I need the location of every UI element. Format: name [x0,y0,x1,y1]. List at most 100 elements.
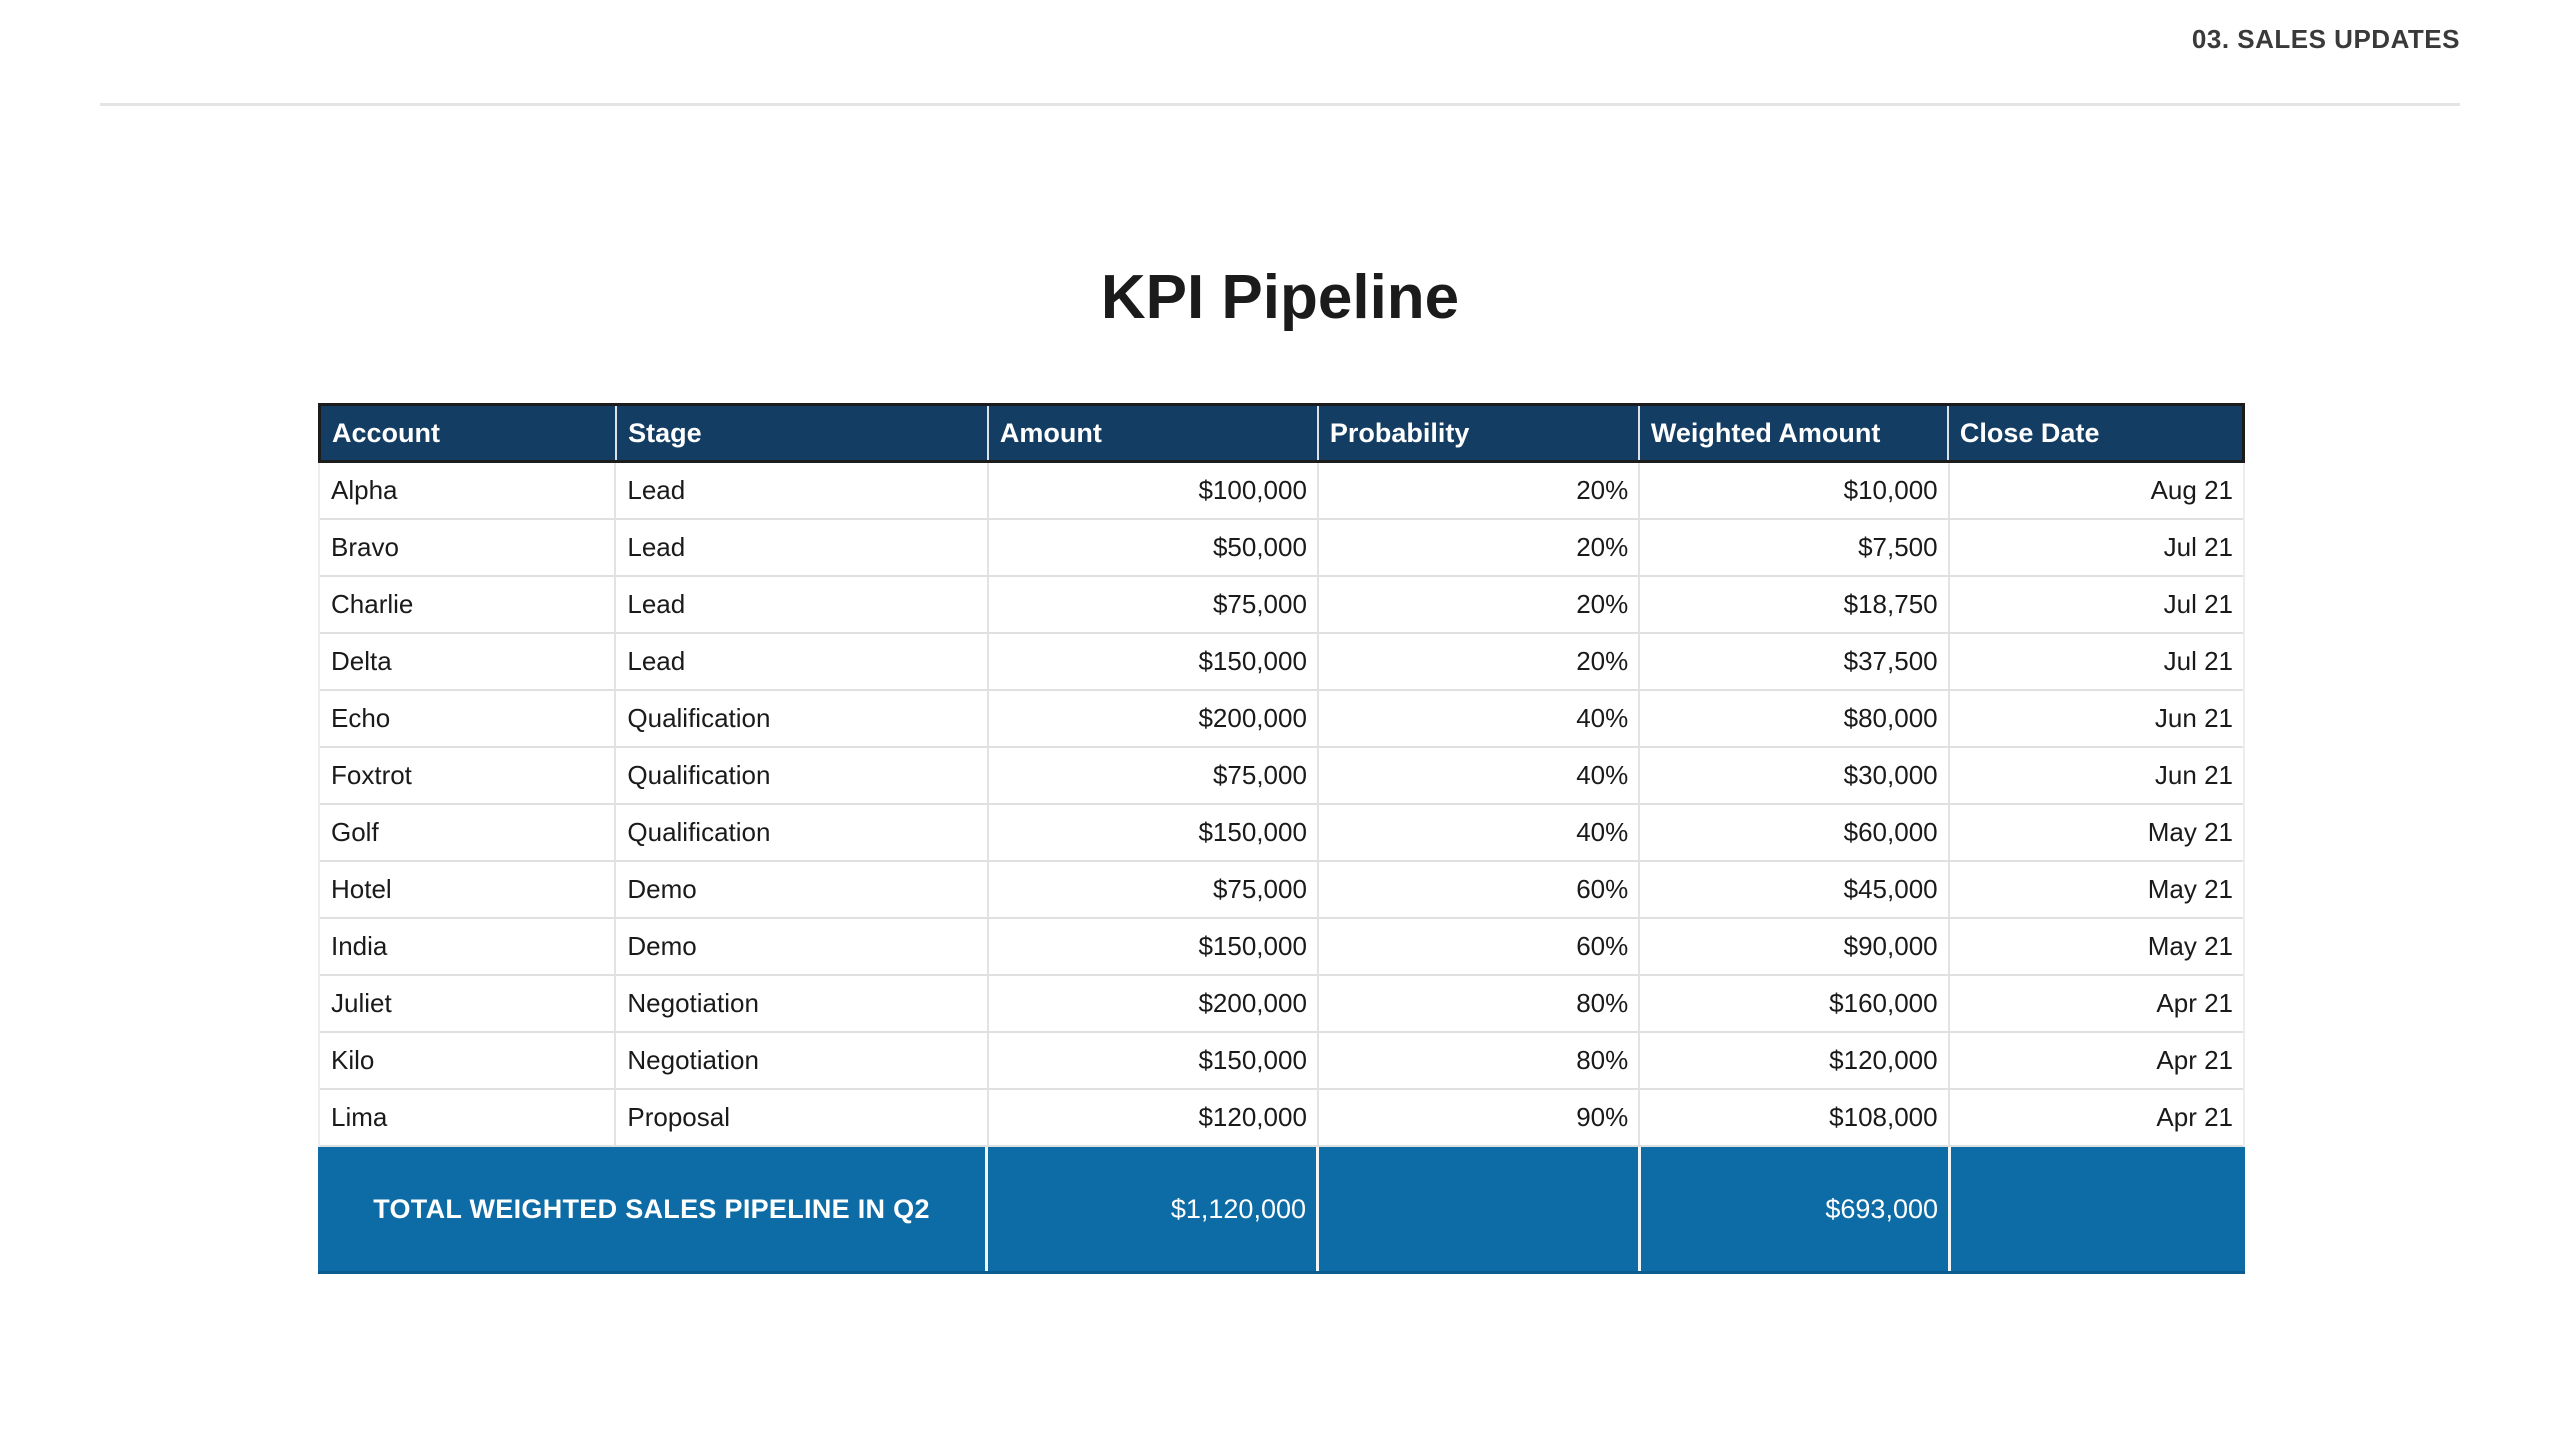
table-row: Golf Qualification $150,000 40% $60,000 … [320,805,2243,862]
cell-amount: $100,000 [989,463,1319,518]
cell-stage: Qualification [616,748,989,803]
table-row: Delta Lead $150,000 20% $37,500 Jul 21 [320,634,2243,691]
cell-close-date: Jun 21 [2154,703,2233,733]
cell-close-date: May 21 [2147,874,2233,904]
cell-amount: $200,000 [989,691,1319,746]
cell-stage: Negotiation [616,1033,989,1088]
cell-weighted-amount: $18,750 [1640,577,1950,632]
cell-close-date: Jul 21 [2163,532,2233,562]
table-body: Alpha Lead $100,000 20% $10,000 Aug 21 B… [318,463,2245,1147]
table-row: Lima Proposal $120,000 90% $108,000 Apr … [320,1090,2243,1147]
cell-probability: 20% [1319,520,1641,575]
cell-probability: 80% [1319,1033,1641,1088]
cell-amount: $150,000 [989,919,1319,974]
cell-account: Juliet [320,976,617,1031]
page-title: KPI Pipeline [1100,263,1460,332]
column-header-amount: Amount [989,406,1319,460]
cell-probability: 80% [1319,976,1641,1031]
column-header-close-date: Close Date [1959,417,2100,448]
column-header-stage: Stage [617,406,989,460]
cell-stage: Lead [616,463,989,518]
cell-weighted-amount: $90,000 [1640,919,1950,974]
cell-weighted-amount: $80,000 [1640,691,1950,746]
cell-weighted-amount: $37,500 [1640,634,1950,689]
cell-probability: 40% [1319,748,1641,803]
cell-stage: Lead [616,577,989,632]
cell-account: Charlie [320,577,617,632]
cell-close-date: May 21 [2147,931,2233,961]
cell-weighted-amount: $30,000 [1640,748,1950,803]
total-label: TOTAL WEIGHTED SALES PIPELINE IN Q2 [318,1147,988,1271]
cell-stage: Negotiation [616,976,989,1031]
cell-stage: Demo [616,919,989,974]
cell-probability: 20% [1319,634,1641,689]
cell-close-date: May 21 [2147,817,2233,847]
cell-amount: $75,000 [989,577,1319,632]
cell-amount: $75,000 [989,862,1319,917]
total-probability [1319,1147,1641,1271]
cell-stage: Proposal [616,1090,989,1145]
cell-close-date: Aug 21 [2150,475,2233,505]
table-header-row: Account Stage Amount Probability Weighte… [318,403,2245,463]
cell-close-date: Apr 21 [2156,1045,2233,1075]
cell-close-date: Jul 21 [2163,589,2233,619]
cell-probability: 60% [1319,919,1641,974]
table-row: Echo Qualification $200,000 40% $80,000 … [320,691,2243,748]
column-header-account: Account [321,406,618,460]
cell-account: Echo [320,691,617,746]
cell-stage: Qualification [616,805,989,860]
cell-probability: 40% [1319,805,1641,860]
table-row: Hotel Demo $75,000 60% $45,000 May 21 [320,862,2243,919]
table-row: Bravo Lead $50,000 20% $7,500 Jul 21 [320,520,2243,577]
cell-account: India [320,919,617,974]
cell-account: Bravo [320,520,617,575]
cell-amount: $75,000 [989,748,1319,803]
cell-account: Foxtrot [320,748,617,803]
cell-amount: $150,000 [989,1033,1319,1088]
cell-weighted-amount: $45,000 [1640,862,1950,917]
cell-account: Golf [320,805,617,860]
kpi-pipeline-table: Account Stage Amount Probability Weighte… [318,403,2245,1274]
cell-close-date: Jun 21 [2154,760,2233,790]
total-close-date [1951,1147,2245,1271]
table-row: Kilo Negotiation $150,000 80% $120,000 A… [320,1033,2243,1090]
column-header-weighted-amount: Weighted Amount [1640,406,1949,460]
cell-close-date: Jul 21 [2163,646,2233,676]
cell-weighted-amount: $60,000 [1640,805,1950,860]
cell-stage: Lead [616,520,989,575]
cell-amount: $150,000 [989,634,1319,689]
column-header-probability: Probability [1319,406,1640,460]
slide-section-label: 03. SALES UPDATES [2191,24,2460,54]
cell-weighted-amount: $7,500 [1640,520,1950,575]
cell-account: Alpha [320,463,617,518]
cell-weighted-amount: $10,000 [1640,463,1950,518]
cell-stage: Lead [616,634,989,689]
cell-account: Hotel [320,862,617,917]
table-row: Charlie Lead $75,000 20% $18,750 Jul 21 [320,577,2243,634]
cell-weighted-amount: $160,000 [1640,976,1950,1031]
cell-stage: Qualification [616,691,989,746]
cell-amount: $120,000 [989,1090,1319,1145]
cell-account: Delta [320,634,617,689]
cell-weighted-amount: $108,000 [1640,1090,1950,1145]
table-row: Juliet Negotiation $200,000 80% $160,000… [320,976,2243,1033]
cell-probability: 20% [1319,577,1641,632]
cell-probability: 90% [1319,1090,1641,1145]
table-total-row: TOTAL WEIGHTED SALES PIPELINE IN Q2 $1,1… [318,1147,2245,1274]
table-row: India Demo $150,000 60% $90,000 May 21 [320,919,2243,976]
total-amount: $1,120,000 [988,1147,1319,1271]
header-divider [100,103,2460,106]
cell-amount: $150,000 [989,805,1319,860]
cell-weighted-amount: $120,000 [1640,1033,1950,1088]
table-row: Foxtrot Qualification $75,000 40% $30,00… [320,748,2243,805]
table-row: Alpha Lead $100,000 20% $10,000 Aug 21 [320,463,2243,520]
cell-account: Kilo [320,1033,617,1088]
cell-probability: 20% [1319,463,1641,518]
cell-stage: Demo [616,862,989,917]
cell-close-date: Apr 21 [2156,988,2233,1018]
cell-amount: $200,000 [989,976,1319,1031]
total-weighted-amount: $693,000 [1641,1147,1951,1271]
cell-account: Lima [320,1090,617,1145]
cell-probability: 40% [1319,691,1641,746]
